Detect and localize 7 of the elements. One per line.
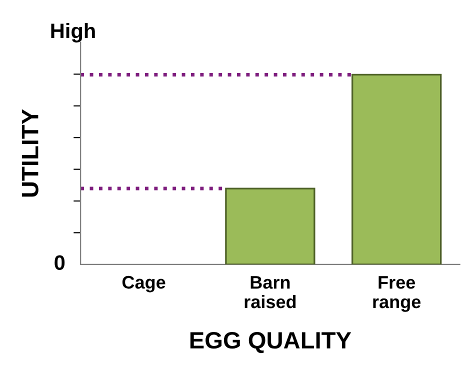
text: High (51, 22, 95, 42)
x-tick-label: Cage (122, 276, 166, 292)
x-tick-label: Barn raised (244, 276, 296, 308)
x-axis-title: EGG QUALITY (190, 332, 352, 354)
text: 0 (54, 255, 65, 270)
x-tick-label: Free range (373, 276, 421, 312)
y-axis-title: UTILITY (22, 109, 38, 197)
